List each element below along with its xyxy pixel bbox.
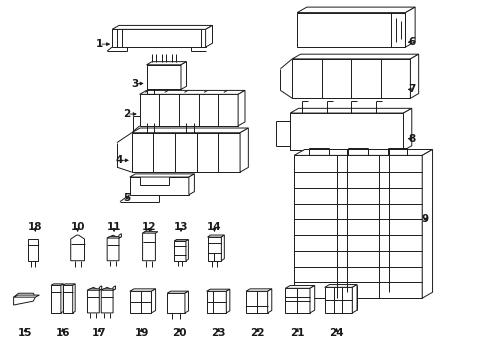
Polygon shape — [87, 287, 99, 313]
Polygon shape — [292, 54, 418, 59]
Polygon shape — [188, 174, 194, 195]
Polygon shape — [14, 295, 40, 297]
Polygon shape — [151, 289, 155, 313]
Polygon shape — [119, 234, 121, 238]
Polygon shape — [324, 284, 356, 287]
Polygon shape — [292, 59, 409, 98]
Polygon shape — [142, 229, 155, 261]
Text: 8: 8 — [408, 134, 415, 144]
Polygon shape — [238, 90, 244, 126]
Polygon shape — [226, 289, 229, 313]
Text: 17: 17 — [92, 328, 106, 338]
Polygon shape — [61, 284, 63, 313]
Text: 2: 2 — [123, 109, 130, 119]
Text: 3: 3 — [131, 78, 138, 89]
Polygon shape — [129, 174, 194, 177]
Polygon shape — [99, 286, 102, 290]
Polygon shape — [107, 235, 119, 261]
Polygon shape — [405, 7, 414, 47]
Polygon shape — [267, 289, 271, 313]
Text: 4: 4 — [115, 155, 122, 165]
Polygon shape — [146, 65, 181, 89]
Polygon shape — [324, 287, 351, 313]
Polygon shape — [207, 237, 221, 261]
Polygon shape — [290, 108, 411, 113]
Polygon shape — [409, 54, 418, 98]
Polygon shape — [112, 30, 205, 47]
Text: 6: 6 — [408, 37, 415, 47]
Text: 13: 13 — [173, 222, 188, 232]
Polygon shape — [101, 287, 113, 313]
Text: 22: 22 — [250, 328, 264, 338]
Polygon shape — [403, 108, 411, 150]
Text: 10: 10 — [70, 222, 85, 232]
Polygon shape — [294, 156, 421, 298]
Text: 18: 18 — [28, 222, 42, 232]
Polygon shape — [297, 13, 405, 47]
Polygon shape — [131, 128, 248, 133]
Polygon shape — [184, 291, 188, 313]
Polygon shape — [245, 291, 267, 313]
Polygon shape — [87, 289, 102, 290]
Polygon shape — [73, 284, 75, 313]
Polygon shape — [351, 284, 356, 313]
Polygon shape — [167, 293, 184, 313]
Polygon shape — [113, 286, 115, 290]
Polygon shape — [142, 232, 158, 233]
Polygon shape — [205, 26, 212, 47]
Polygon shape — [167, 291, 188, 293]
Polygon shape — [294, 149, 432, 156]
Polygon shape — [309, 285, 314, 313]
Polygon shape — [181, 62, 186, 89]
Text: 24: 24 — [328, 328, 343, 338]
Polygon shape — [290, 113, 403, 150]
Polygon shape — [174, 241, 185, 261]
Polygon shape — [206, 289, 229, 291]
Polygon shape — [101, 289, 115, 290]
Text: 11: 11 — [106, 222, 121, 232]
Polygon shape — [206, 291, 226, 313]
Polygon shape — [285, 288, 309, 313]
Text: 20: 20 — [171, 328, 186, 338]
Text: 1: 1 — [96, 39, 102, 49]
Polygon shape — [146, 62, 186, 65]
Polygon shape — [129, 291, 151, 313]
Polygon shape — [14, 293, 35, 305]
Polygon shape — [63, 284, 75, 285]
Polygon shape — [129, 289, 155, 291]
Polygon shape — [207, 235, 224, 237]
Polygon shape — [71, 235, 84, 261]
Polygon shape — [285, 285, 314, 288]
Polygon shape — [63, 285, 73, 313]
Polygon shape — [131, 133, 240, 172]
Text: 7: 7 — [408, 84, 415, 94]
Text: 9: 9 — [421, 215, 428, 224]
Polygon shape — [185, 239, 188, 261]
Polygon shape — [140, 94, 238, 126]
Text: 12: 12 — [142, 222, 157, 232]
Polygon shape — [240, 128, 248, 172]
Text: 15: 15 — [18, 328, 33, 338]
Polygon shape — [51, 284, 63, 285]
Text: 14: 14 — [207, 222, 222, 232]
Polygon shape — [140, 90, 244, 94]
Polygon shape — [28, 239, 38, 261]
Polygon shape — [297, 7, 414, 13]
Polygon shape — [174, 239, 188, 241]
Text: 23: 23 — [211, 328, 225, 338]
Polygon shape — [112, 26, 212, 30]
Text: 5: 5 — [123, 193, 130, 203]
Polygon shape — [129, 177, 188, 195]
Polygon shape — [421, 149, 432, 298]
Polygon shape — [221, 235, 224, 261]
Text: 21: 21 — [289, 328, 304, 338]
Polygon shape — [245, 289, 271, 291]
Text: 19: 19 — [134, 328, 148, 338]
Polygon shape — [107, 237, 121, 238]
Text: 16: 16 — [56, 328, 70, 338]
Polygon shape — [51, 285, 61, 313]
